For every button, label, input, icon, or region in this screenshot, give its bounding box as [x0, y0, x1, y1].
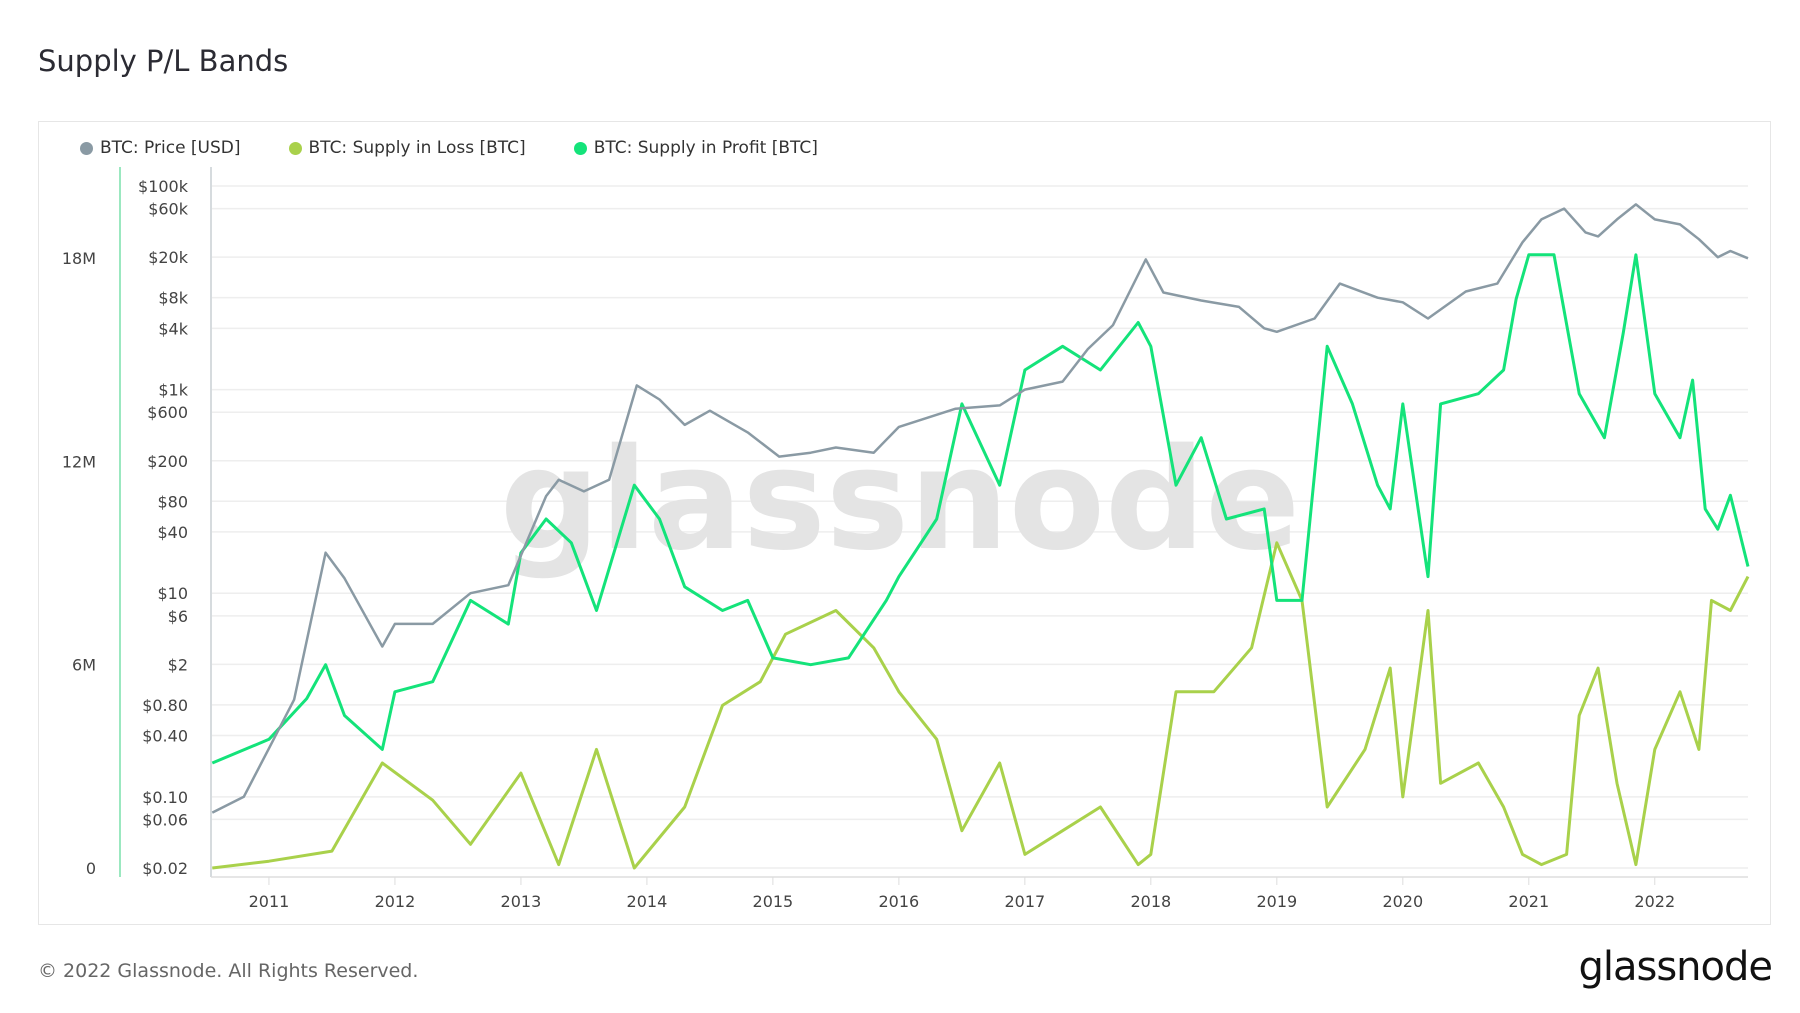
watermark: glassnode	[500, 419, 1300, 582]
price-tick-label: $0.80	[142, 696, 188, 715]
price-tick-label: $1k	[158, 381, 188, 400]
x-tick-label: 2013	[501, 892, 542, 911]
x-tick-label: 2022	[1634, 892, 1675, 911]
x-tick-label: 2011	[249, 892, 290, 911]
price-tick-label: $20k	[148, 248, 189, 267]
x-tick-label: 2018	[1130, 892, 1171, 911]
legend-item-loss[interactable]: BTC: Supply in Loss [BTC]	[288, 138, 526, 158]
legend-label: BTC: Supply in Profit [BTC]	[593, 138, 818, 158]
price-tick-label: $4k	[158, 319, 188, 338]
price-tick-label: $2	[168, 655, 188, 674]
supply-tick-label: 0	[86, 859, 96, 878]
x-tick-label: 2020	[1382, 892, 1423, 911]
supply-tick-label: 18M	[62, 249, 96, 268]
x-tick-label: 2016	[879, 892, 920, 911]
price-tick-label: $40	[157, 523, 188, 542]
price-tick-label: $100k	[138, 177, 189, 196]
price-tick-label: $60k	[148, 200, 189, 219]
copyright: © 2022 Glassnode. All Rights Reserved.	[38, 960, 419, 982]
legend-label: BTC: Supply in Loss [BTC]	[308, 138, 526, 158]
price-tick-label: $8k	[158, 289, 188, 308]
legend-label: BTC: Price [USD]	[100, 138, 241, 158]
price-tick-label: $6	[168, 607, 188, 626]
price-tick-label: $600	[147, 403, 188, 422]
price-tick-label: $10	[157, 584, 188, 603]
page-title: Supply P/L Bands	[38, 44, 289, 78]
price-tick-label: $0.40	[142, 727, 188, 746]
price-tick-label: $200	[147, 452, 188, 471]
supply-tick-label: 12M	[62, 452, 96, 471]
legend: BTC: Price [USD] BTC: Supply in Loss [BT…	[80, 138, 818, 158]
x-tick-label: 2021	[1508, 892, 1549, 911]
price-dot-icon	[80, 141, 93, 155]
price-tick-label: $80	[157, 492, 188, 511]
glassnode-logo: glassnode	[1578, 944, 1773, 990]
price-tick-label: $0.10	[142, 788, 188, 807]
x-tick-label: 2017	[1004, 892, 1045, 911]
legend-item-profit[interactable]: BTC: Supply in Profit [BTC]	[573, 138, 818, 158]
supply-tick-label: 6M	[72, 656, 96, 675]
loss-dot-icon	[288, 141, 302, 155]
price-tick-label: $0.02	[142, 859, 188, 878]
x-tick-label: 2012	[375, 892, 416, 911]
x-tick-label: 2014	[627, 892, 668, 911]
price-tick-label: $0.06	[142, 810, 188, 829]
profit-dot-icon	[573, 141, 587, 155]
legend-item-price[interactable]: BTC: Price [USD]	[80, 138, 241, 158]
chart-frame	[38, 121, 1771, 925]
x-tick-label: 2015	[753, 892, 794, 911]
x-tick-label: 2019	[1256, 892, 1297, 911]
